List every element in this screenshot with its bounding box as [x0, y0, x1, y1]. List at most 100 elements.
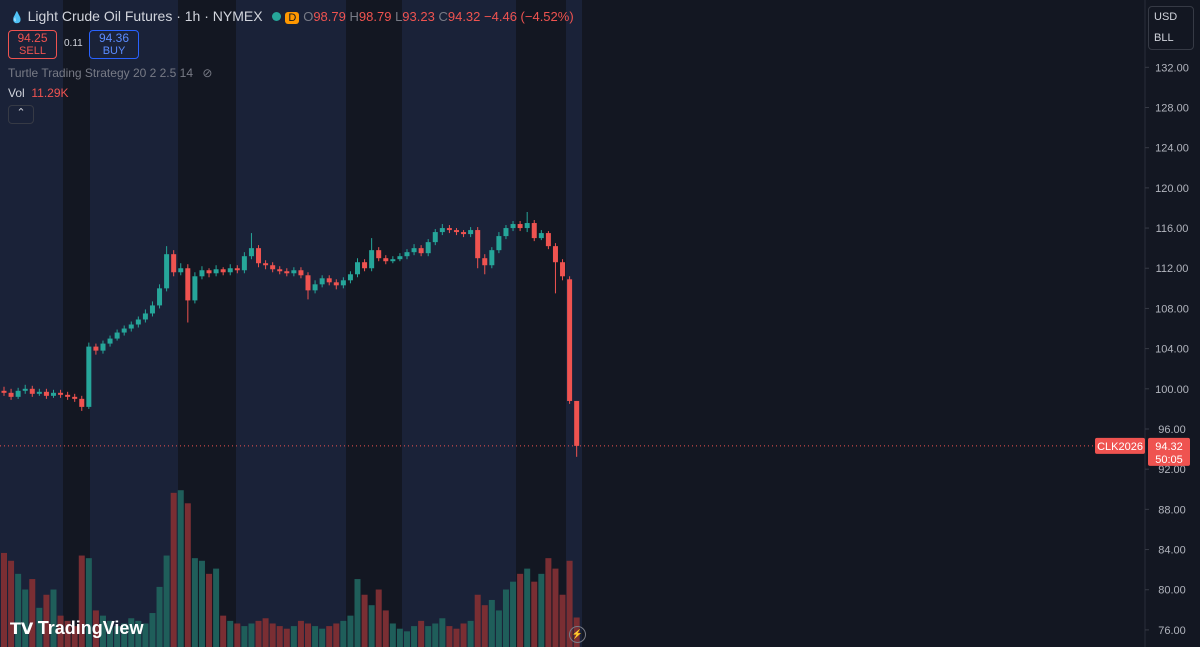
volume-bar [92, 610, 99, 647]
volume-bar [29, 579, 36, 647]
volume-bar [241, 626, 248, 647]
candle-body [510, 224, 516, 229]
candle-body [284, 271, 290, 274]
volume-bar [191, 558, 198, 647]
volume-bar [213, 568, 220, 647]
candle-body [503, 228, 509, 237]
volume-bar [36, 607, 43, 647]
candle-body [65, 394, 71, 397]
candle-body [468, 230, 474, 235]
candle-body [475, 230, 481, 259]
candle-body [36, 391, 42, 394]
volume-bar [255, 620, 262, 647]
candle-body [277, 269, 283, 272]
volume-bar [312, 626, 319, 647]
volume-bar [170, 492, 177, 647]
candle-body [347, 274, 353, 281]
volume-bar [517, 573, 524, 647]
candle-body [79, 398, 85, 407]
candle-body [298, 270, 304, 276]
symbol-title: Light Crude Oil Futures · 1h · NYMEX [27, 8, 263, 24]
sell-button[interactable]: 94.25 SELL [8, 30, 57, 59]
candle-body [93, 346, 99, 351]
volume-bar [156, 586, 163, 647]
unit[interactable]: BLL [1154, 32, 1174, 44]
currency[interactable]: USD [1154, 11, 1178, 23]
candle-body [256, 248, 262, 264]
y-tick-label: 100.00 [1155, 384, 1189, 396]
y-tick-label: 80.00 [1158, 585, 1186, 597]
volume-bar [305, 623, 312, 647]
vol-row: Vol 11.29K [8, 86, 69, 100]
y-tick-label: 124.00 [1155, 143, 1189, 155]
volume-bar [347, 615, 354, 647]
l-label: L [395, 9, 403, 24]
volume-bar [375, 589, 382, 647]
volume-bar [319, 628, 326, 647]
candle-body [29, 388, 35, 394]
candle-body [227, 268, 233, 273]
unit-selector[interactable]: USD BLL [1148, 6, 1194, 50]
candle-body [312, 284, 318, 291]
volume-bar [396, 628, 403, 647]
volume-bar [57, 615, 64, 647]
volume-bar [411, 626, 418, 647]
candle-body [192, 276, 198, 301]
sell-price: 94.25 [17, 31, 48, 45]
volume-bar [128, 618, 135, 647]
volume-bar [552, 568, 559, 647]
volume-bar [488, 599, 495, 647]
y-tick-label: 112.00 [1156, 263, 1189, 275]
candle-body [248, 248, 254, 257]
logo: 𝗧𝗩 TradingView [10, 618, 144, 638]
volume-bar [545, 558, 552, 647]
candle-body [107, 338, 113, 344]
candle-body [149, 305, 155, 314]
volume-bar [22, 589, 29, 647]
buy-label: BUY [102, 45, 126, 57]
volume-bar [50, 589, 57, 647]
candle-body [291, 270, 297, 274]
y-tick-label: 96.00 [1158, 424, 1186, 436]
volume-bar [85, 558, 92, 647]
volume-bar [8, 560, 15, 647]
volume-bar [269, 623, 276, 647]
session-bands [0, 0, 582, 647]
volume-bar [460, 623, 467, 647]
y-tick-label: 104.00 [1155, 344, 1189, 356]
candle-body [453, 230, 459, 233]
change: −4.46 (−4.52%) [484, 9, 574, 24]
volume-bar [99, 615, 106, 647]
volume-bar [432, 623, 439, 647]
candle-body [171, 254, 177, 273]
candle-body [270, 265, 276, 270]
eye-icon[interactable]: ⊘ [202, 66, 213, 80]
sell-label: SELL [19, 45, 46, 57]
volume-bar [297, 620, 304, 647]
logo-text: TradingView [37, 618, 144, 638]
candle-body [482, 258, 488, 266]
candle-body [404, 252, 410, 257]
candle-body [164, 254, 170, 289]
volume-bar [163, 555, 170, 647]
volume-bar [78, 555, 85, 647]
candle-body [446, 228, 452, 231]
vol-value: 11.29K [31, 86, 69, 100]
candle-body [574, 400, 580, 446]
volume-bar [276, 626, 283, 647]
candle-body [432, 232, 438, 243]
candle-body [43, 391, 49, 396]
buy-price: 94.36 [98, 31, 130, 45]
volume-bar [15, 573, 22, 647]
candle-body [305, 275, 311, 291]
candle-body [22, 388, 28, 391]
candle-body [128, 324, 134, 329]
y-tick-label: 120.00 [1155, 183, 1189, 195]
volume-bar [227, 620, 234, 647]
buy-button[interactable]: 94.36 BUY [89, 30, 139, 59]
collapse-button[interactable]: ⌃ [8, 105, 34, 124]
alert-icon[interactable]: ⚡ [569, 626, 586, 643]
candle-body [326, 278, 332, 283]
candle-body [369, 250, 375, 269]
